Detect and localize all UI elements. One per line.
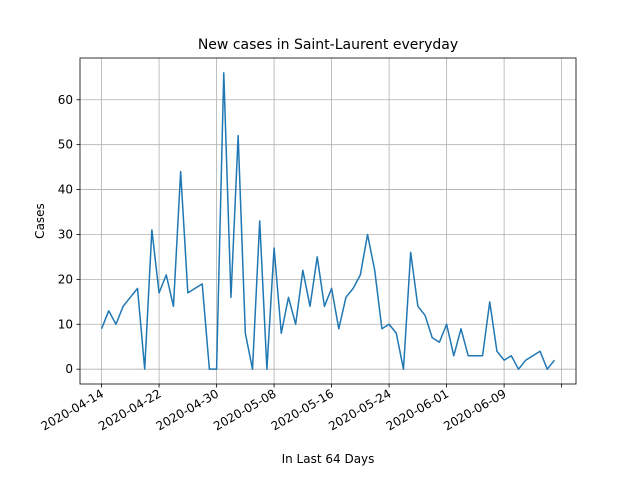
y-axis-label: Cases	[33, 203, 47, 239]
y-tick-label: 10	[58, 317, 73, 331]
plot-frame	[79, 57, 577, 385]
y-tick-label: 50	[58, 138, 73, 152]
y-tick-label: 30	[58, 227, 73, 241]
x-axis-label: In Last 64 Days	[282, 452, 375, 466]
y-tick-label: 20	[58, 272, 73, 286]
y-tick-label: 40	[58, 183, 73, 197]
chart-title: New cases in Saint-Laurent everyday	[198, 37, 458, 53]
data-line	[100, 72, 556, 370]
y-tick-label: 0	[65, 362, 73, 376]
y-tick-label: 60	[58, 93, 73, 107]
